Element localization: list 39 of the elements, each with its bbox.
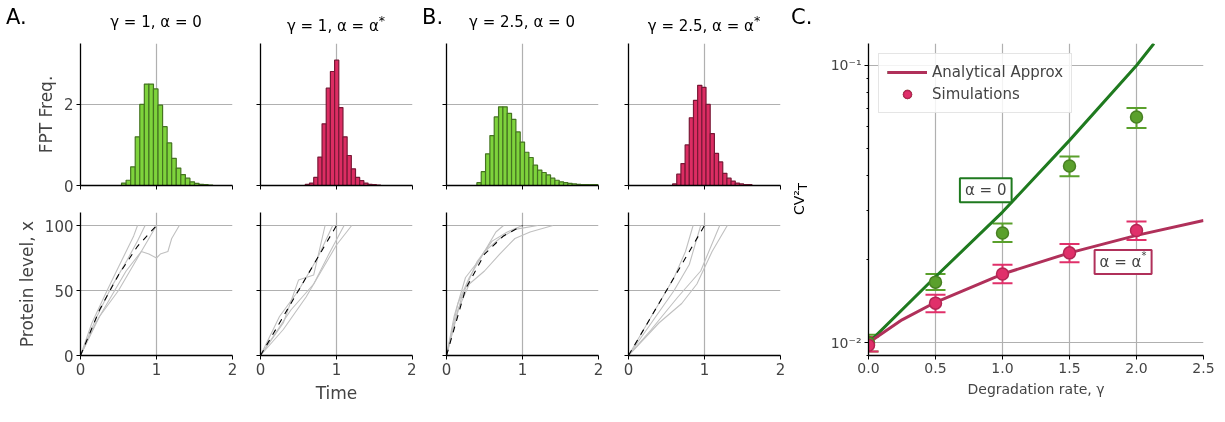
text: A. bbox=[6, 4, 27, 31]
legend-label: Analytical Approx bbox=[932, 63, 1064, 81]
chart-title: γ = 1, α = 0 bbox=[109, 12, 203, 33]
legend-label: Simulations bbox=[932, 85, 1020, 103]
chart-title: γ = 2.5, α = 0 bbox=[468, 12, 576, 33]
y-tick-label: 100 bbox=[44, 217, 74, 236]
x-tick-label: 1.5 bbox=[1058, 359, 1081, 376]
x-tick-label: 2 bbox=[775, 360, 786, 379]
x-tick-label: 0.5 bbox=[924, 359, 947, 376]
x-tick-label: 1 bbox=[331, 360, 342, 379]
x-tick-label: 0 bbox=[75, 360, 86, 379]
y-axis-title: FPT Freq. bbox=[35, 75, 56, 154]
x-tick-label: 2.5 bbox=[1192, 359, 1215, 376]
x-tick-label: 1 bbox=[151, 360, 162, 379]
annotation: α = 0 bbox=[964, 181, 1007, 200]
y-tick-label: 10⁻¹ bbox=[830, 57, 862, 74]
x-tick-label: 0 bbox=[441, 360, 452, 379]
x-axis-title: Time bbox=[314, 382, 358, 403]
x-axis-title: Degradation rate, γ bbox=[967, 380, 1105, 397]
x-tick-label: 2 bbox=[593, 360, 604, 379]
text: B. bbox=[422, 4, 444, 31]
y-tick-label: 10⁻² bbox=[830, 334, 862, 351]
chart-title: γ = 2.5, α = α$^{*}$ bbox=[646, 12, 762, 37]
y-tick-label: 0 bbox=[63, 177, 74, 196]
chart-title: γ = 1, α = α$^{*}$ bbox=[285, 12, 387, 37]
x-tick-label: 0 bbox=[255, 360, 266, 379]
x-tick-label: 2 bbox=[227, 360, 238, 379]
y-tick-label: 2 bbox=[63, 96, 74, 115]
x-tick-label: 0.0 bbox=[857, 359, 880, 376]
x-tick-label: 2 bbox=[406, 360, 417, 379]
y-axis-title: Protein level, x bbox=[16, 220, 37, 348]
annotation: α = α* bbox=[1099, 250, 1147, 271]
x-tick-label: 1 bbox=[517, 360, 528, 379]
text: C. bbox=[791, 4, 813, 31]
x-tick-label: 1 bbox=[699, 360, 710, 379]
x-tick-label: 1.0 bbox=[991, 359, 1014, 376]
x-tick-label: 0 bbox=[623, 360, 634, 379]
y-tick-label: 50 bbox=[54, 282, 74, 301]
x-tick-label: 2.0 bbox=[1125, 359, 1148, 376]
